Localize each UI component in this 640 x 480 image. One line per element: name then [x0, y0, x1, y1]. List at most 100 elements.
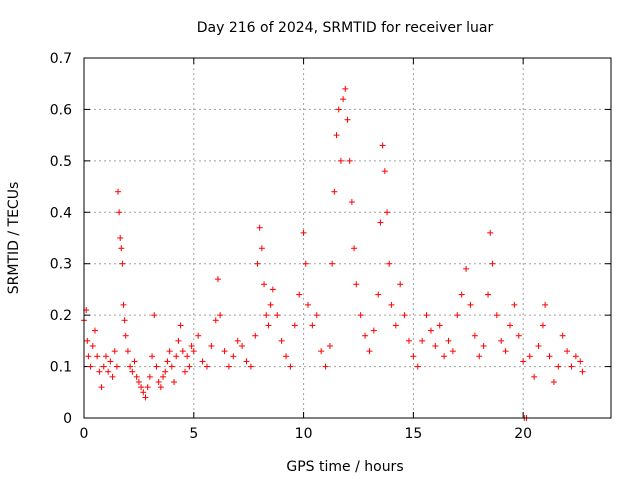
data-point: [476, 353, 483, 360]
data-point: [445, 337, 452, 344]
data-point: [283, 353, 290, 360]
data-point: [109, 373, 116, 380]
data-point: [454, 312, 461, 319]
y-axis-label: SRMTID / TECUs: [6, 182, 22, 295]
data-point: [467, 301, 474, 308]
data-point: [419, 337, 426, 344]
data-point: [531, 373, 538, 380]
data-point: [463, 265, 470, 272]
data-point: [153, 363, 160, 370]
data-point: [122, 332, 129, 339]
data-point: [203, 363, 210, 370]
data-point: [84, 337, 91, 344]
data-point: [117, 235, 124, 241]
data-point: [362, 332, 369, 339]
data-point: [243, 358, 250, 365]
data-point: [118, 245, 125, 252]
data-point: [564, 348, 571, 355]
y-tick-label: 0.1: [50, 360, 72, 376]
data-point: [247, 363, 254, 370]
data-points: [81, 85, 586, 421]
data-point: [195, 332, 202, 339]
data-point: [340, 96, 347, 103]
data-point: [230, 353, 237, 360]
x-tick-label: 20: [514, 426, 532, 442]
data-point: [135, 379, 142, 385]
data-point: [348, 199, 355, 205]
data-point: [100, 363, 107, 370]
data-point: [212, 317, 219, 324]
data-point: [480, 343, 487, 349]
data-point: [322, 363, 329, 370]
data-point: [379, 142, 386, 149]
data-point: [146, 373, 153, 380]
data-point: [572, 353, 579, 360]
data-point: [239, 343, 246, 349]
data-point: [577, 358, 584, 365]
data-point: [300, 229, 307, 236]
plot-frame: [83, 57, 612, 419]
data-point: [458, 291, 465, 298]
data-point: [318, 348, 325, 355]
data-point: [133, 373, 140, 380]
data-point: [225, 363, 232, 370]
x-axis-label: GPS time / hours: [286, 459, 403, 475]
data-point: [96, 368, 103, 375]
data-point: [351, 245, 358, 252]
data-point: [333, 132, 340, 139]
data-point: [546, 353, 553, 360]
data-point: [471, 332, 478, 339]
data-point: [119, 260, 126, 267]
data-point: [151, 312, 158, 319]
data-point: [175, 337, 182, 344]
data-point: [397, 281, 404, 288]
data-point: [261, 281, 268, 288]
data-point: [278, 337, 285, 344]
data-point: [377, 219, 384, 226]
data-point: [94, 353, 101, 360]
data-point: [173, 353, 180, 360]
data-point: [337, 157, 344, 164]
x-tick-label: 0: [80, 426, 89, 442]
data-point: [353, 281, 360, 288]
data-point: [436, 322, 443, 329]
y-tick-label: 0.5: [50, 154, 72, 170]
y-tick-label: 0.7: [50, 51, 72, 67]
data-point: [164, 358, 171, 365]
data-point: [568, 363, 575, 370]
data-point: [520, 358, 527, 365]
data-point: [217, 312, 224, 319]
data-point: [188, 343, 195, 349]
data-point: [344, 116, 351, 123]
data-point: [149, 353, 156, 360]
data-point: [342, 85, 349, 92]
data-point: [140, 389, 147, 396]
data-point: [329, 260, 336, 267]
data-point: [405, 337, 412, 344]
data-point: [131, 358, 138, 365]
data-point: [177, 322, 184, 329]
data-point: [214, 276, 221, 283]
data-point: [263, 312, 270, 319]
data-point: [401, 312, 408, 319]
data-point: [550, 379, 557, 385]
data-point: [414, 363, 421, 370]
chart-title: Day 216 of 2024, SRMTID for receiver lua…: [197, 20, 494, 36]
data-point: [182, 368, 189, 375]
data-point: [555, 363, 562, 370]
data-point: [357, 312, 364, 319]
data-point: [502, 348, 509, 355]
data-point: [254, 260, 261, 267]
data-point: [304, 301, 311, 308]
data-point: [498, 337, 505, 344]
data-point: [489, 260, 496, 267]
data-point: [162, 368, 169, 375]
y-tick-label: 0.2: [50, 308, 72, 324]
data-point: [487, 229, 494, 236]
data-point: [427, 327, 434, 334]
data-point: [121, 317, 128, 324]
data-point: [89, 343, 96, 349]
data-point: [265, 322, 272, 329]
data-point: [542, 301, 549, 308]
data-point: [186, 363, 193, 370]
